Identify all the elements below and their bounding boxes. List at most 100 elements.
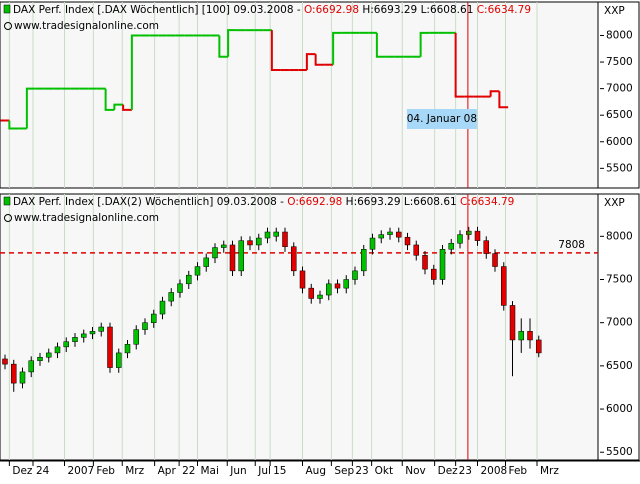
candle-body (369, 237, 376, 250)
x-tick-label: Nov (405, 465, 426, 477)
candle-body (387, 231, 393, 235)
step-segment (104, 88, 115, 111)
candle-body (483, 240, 490, 254)
candle-body (185, 274, 192, 285)
step-segment (305, 53, 316, 71)
candle-body (115, 352, 122, 368)
x-tick-label: Sep (334, 465, 354, 477)
unit-label: XXP (604, 5, 625, 17)
x-tick-label: Jul (257, 465, 271, 477)
legend-text: DAX Perf. Index [.DAX(2) Wöchentlich] (13, 196, 213, 208)
plot-area (0, 193, 599, 461)
y-tick-label: 8000 (606, 230, 633, 242)
x-tick-label: Mrz (125, 465, 144, 477)
y-tick-label: 7500 (606, 274, 633, 286)
candle-body (378, 234, 385, 239)
candle-body (264, 231, 271, 239)
candle-body (396, 231, 402, 238)
x-tick-label: Apr (158, 465, 177, 477)
candle-body (413, 244, 420, 256)
candle-body (317, 294, 323, 299)
candle-body (10, 363, 17, 384)
candle-body (72, 337, 78, 342)
candle-body (474, 230, 481, 241)
horizontal-line-label: 7808 (558, 239, 585, 251)
source-icon (4, 214, 12, 222)
step-segment (130, 34, 141, 110)
step-segment (498, 91, 509, 109)
step-segment (113, 103, 124, 110)
candle-body (247, 240, 253, 246)
cursor-tooltip (406, 109, 477, 129)
x-tick-label: Aug (306, 465, 327, 477)
legend-header: DAX Perf. Index [.DAX(2) Wöchentlich] 09… (13, 196, 514, 208)
candle-body (299, 270, 306, 289)
candle-body (220, 244, 227, 248)
step-segment (419, 31, 430, 57)
candle-body (457, 234, 463, 244)
legend-text: C:6634.79 (460, 196, 514, 208)
y-tick-label: 5500 (606, 162, 633, 174)
y-tick-label: 8000 (606, 29, 633, 41)
y-tick-label: 5500 (606, 446, 633, 458)
candle-body (509, 305, 516, 341)
candle-body (2, 358, 8, 365)
candle-body (45, 352, 52, 358)
x-tick-label: 23 (459, 465, 472, 477)
candle-body (54, 346, 61, 354)
candle-body (431, 268, 437, 280)
candle-body (89, 331, 96, 335)
x-tick-label: Mai (200, 465, 218, 477)
candle-body (527, 331, 533, 341)
candle-body (203, 257, 209, 267)
x-tick-label: Dez (12, 465, 33, 477)
candle-body (326, 283, 332, 296)
candle-body (404, 236, 411, 246)
legend-text: 09.03.2008 - (217, 196, 284, 208)
x-tick-label: Dez (438, 465, 459, 477)
candle-body (290, 246, 297, 272)
step-segment (332, 31, 342, 65)
cursor-tooltip-label: 04. Januar 08 (407, 113, 477, 125)
x-tick-label: 2007 (67, 465, 94, 477)
x-tick-label: Mrz (540, 465, 559, 477)
legend-text: C:6634.79 (477, 4, 531, 16)
candle-body (255, 237, 262, 246)
candle-body (159, 300, 166, 315)
y-tick-label: 6000 (606, 136, 633, 148)
candle-body (194, 266, 201, 276)
y-tick-label: 6000 (606, 403, 633, 415)
y-tick-label: 7000 (606, 317, 633, 329)
candle-body (150, 313, 157, 323)
step-segment (489, 90, 500, 97)
x-tick-label: Jun (229, 465, 246, 477)
source-icon (4, 22, 12, 30)
plot-area (0, 1, 599, 189)
candle-body (334, 283, 341, 289)
step-segment (25, 87, 36, 129)
legend-text: H:6693.29 (346, 196, 401, 208)
candle-body (361, 249, 367, 272)
legend-text: H:6693.29 (362, 4, 417, 16)
step-segment (454, 32, 465, 98)
y-tick-label: 6500 (606, 109, 633, 121)
x-tick-label: Okt (375, 465, 393, 477)
candle-body (273, 231, 279, 237)
candle-body (448, 242, 455, 250)
candle-body (177, 283, 183, 293)
y-tick-label: 7000 (606, 83, 633, 95)
candle-body (212, 247, 218, 259)
x-tick-label: 23 (355, 465, 368, 477)
candle-body (142, 322, 148, 330)
legend-icon (3, 196, 11, 206)
candle-body (98, 326, 104, 332)
step-segment (122, 104, 132, 111)
x-tick-label: 24 (36, 465, 50, 477)
legend-text: 09.03.2008 - (233, 4, 300, 16)
step-segment (270, 30, 281, 72)
source: www.tradesignalonline.com (14, 20, 159, 32)
x-tick-label: Feb (509, 465, 528, 477)
candle-body (80, 333, 87, 338)
step-segment (375, 32, 386, 58)
